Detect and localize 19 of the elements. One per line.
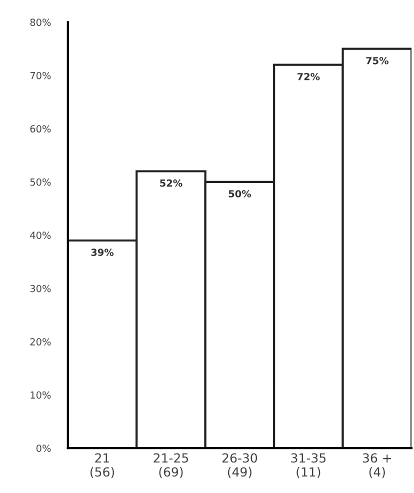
y-tick-label: 50% xyxy=(30,178,51,186)
y-tick-label: 20% xyxy=(30,338,51,346)
data-label: 50% xyxy=(228,190,252,198)
x-tick-label: 36 + (4) xyxy=(362,453,392,478)
y-tick-label: 70% xyxy=(30,72,51,80)
x-tick-label: 21-25 (69) xyxy=(154,453,188,478)
data-label: 39% xyxy=(91,248,114,256)
data-label: 72% xyxy=(297,72,320,80)
y-tick-label: 40% xyxy=(30,232,51,239)
y-tick-label: 80% xyxy=(30,18,51,26)
y-tick-label: 10% xyxy=(30,391,51,399)
x-tick-label: 31-35 (11) xyxy=(291,453,326,478)
x-tick-label: 21 (56) xyxy=(90,453,114,478)
y-tick-label: 0% xyxy=(36,444,51,452)
y-tick-label: 30% xyxy=(30,284,51,292)
data-label: 75% xyxy=(366,56,388,64)
data-label: 52% xyxy=(160,179,182,187)
x-tick-label: 26-30 (49) xyxy=(222,453,258,478)
y-tick-label: 60% xyxy=(30,125,51,133)
